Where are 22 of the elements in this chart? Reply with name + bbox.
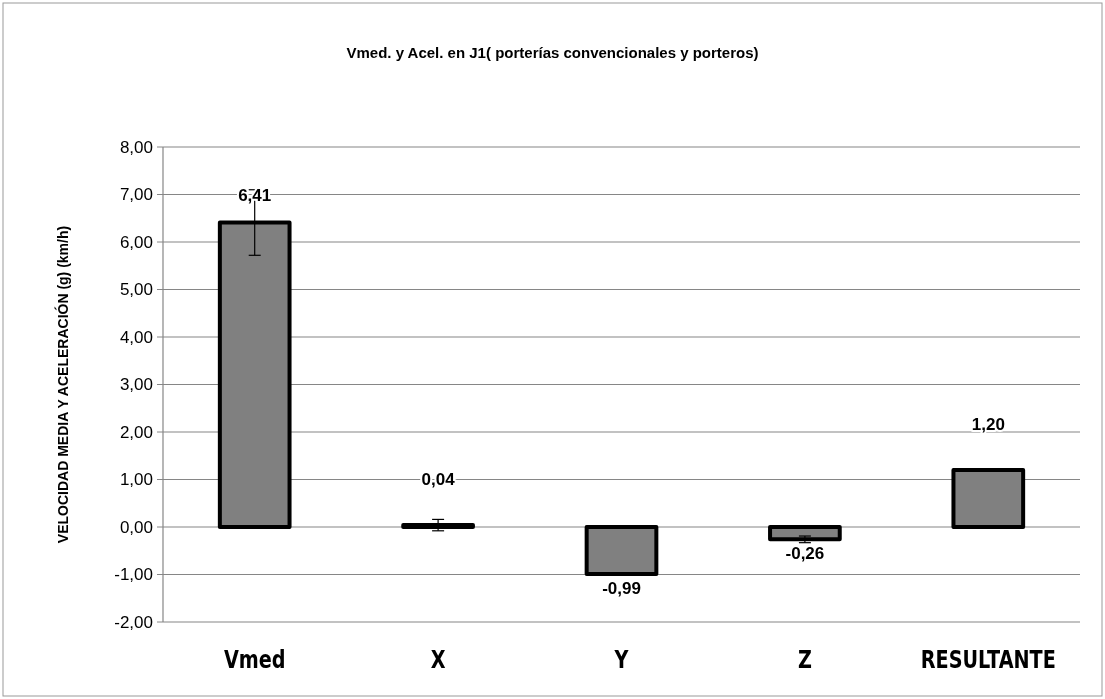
y-tick-label: 8,00 [119,137,153,157]
x-tick-label: Y [613,645,629,674]
y-tick-label: 3,00 [119,375,153,395]
y-tick-label: -2,00 [114,612,153,632]
y-tick-label: 6,00 [119,232,153,252]
x-tick-label: Vmed [223,645,286,674]
x-tick-label: X [430,645,446,674]
y-tick-label: 2,00 [119,422,153,442]
data-label: 0,04 [421,470,456,490]
y-tick-label: 1,00 [119,470,153,490]
y-axis-title: VELOCIDAD MEDIA Y ACELERACIÓN (g) (km/h) [54,225,71,544]
y-tick-label: 4,00 [119,327,153,347]
data-label: -0,99 [602,579,641,599]
data-label: 1,20 [971,415,1005,434]
y-tick-label: -1,00 [114,565,153,585]
x-tick-label: RESULTANTE [920,645,1056,674]
data-label: -0,26 [785,544,825,564]
y-tick-label: 5,00 [119,280,153,300]
x-tick-label: Z [797,645,812,674]
chart-title: Vmed. y Acel. en J1( porterías convencionales y porteros) [346,44,759,61]
y-tick-label: 0,00 [119,517,153,537]
y-tick-label: 7,00 [119,185,153,205]
